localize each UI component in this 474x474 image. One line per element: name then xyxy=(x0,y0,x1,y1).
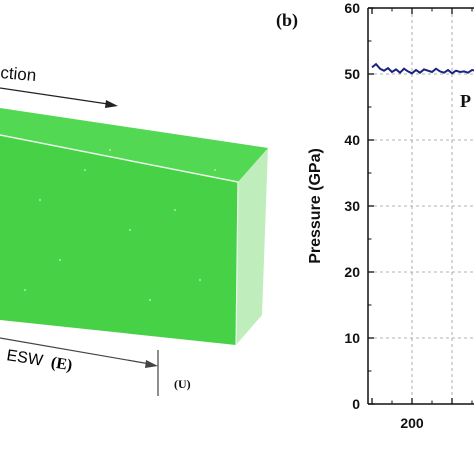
x-tick-label: 200 xyxy=(400,415,424,431)
right-panel: (b) 0 10 20 30 40 50 60 200 Pressure (GPa) P xyxy=(276,0,474,431)
slab-side-face xyxy=(236,148,268,345)
esw-label: ESW (E) xyxy=(5,347,73,374)
esw-dimension-line xyxy=(0,337,151,365)
y-tick-label: 30 xyxy=(344,198,360,214)
direction-arrowhead xyxy=(105,100,118,108)
direction-arrow-line xyxy=(0,87,109,105)
y-tick-label: 50 xyxy=(344,66,360,82)
y-axis-title: Pressure (GPa) xyxy=(307,148,324,264)
y-tick-label: 0 xyxy=(352,396,360,412)
pressure-chart: 0 10 20 30 40 50 60 200 Pressure (GPa) P xyxy=(307,0,474,431)
left-panel: ction ESW (E) (U) xyxy=(0,63,268,396)
series-annotation: P xyxy=(460,91,471,111)
y-tick-label: 10 xyxy=(344,330,360,346)
esw-code: (E) xyxy=(50,354,74,374)
u-label: (U) xyxy=(174,377,191,391)
direction-label: ction xyxy=(0,63,37,85)
slab-top-face xyxy=(0,108,268,182)
slab-front-face xyxy=(0,135,238,345)
slab-edge-line xyxy=(0,134,239,183)
pressure-series-line xyxy=(371,62,474,75)
esw-arrowhead xyxy=(145,360,158,368)
y-tick-label: 40 xyxy=(344,132,360,148)
slab-corner-line xyxy=(235,181,239,346)
y-tick-label: 20 xyxy=(344,264,360,280)
panel-label: (b) xyxy=(276,10,298,31)
slab-speckles xyxy=(24,149,216,301)
esw-text: ESW xyxy=(5,347,45,370)
y-tick-label: 60 xyxy=(344,0,360,16)
